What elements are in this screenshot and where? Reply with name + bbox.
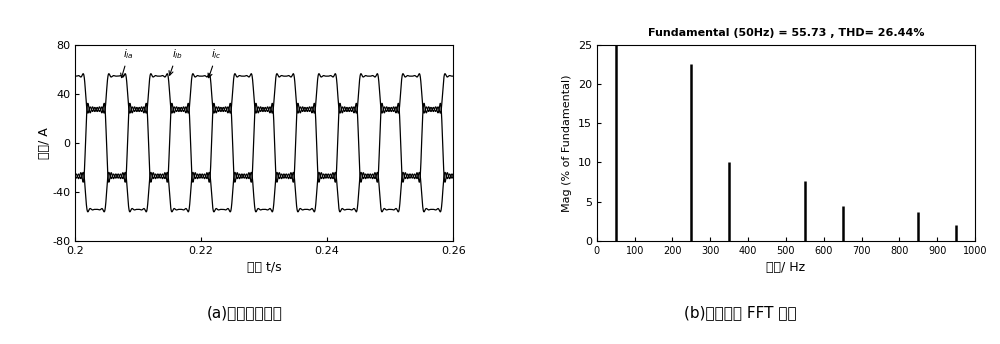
Y-axis label: 电流/ A: 电流/ A bbox=[38, 127, 51, 159]
X-axis label: 频率/ Hz: 频率/ Hz bbox=[766, 261, 805, 274]
X-axis label: 时间 t/s: 时间 t/s bbox=[247, 261, 281, 274]
Text: (a)负荷电流波形: (a)负荷电流波形 bbox=[207, 305, 283, 321]
Y-axis label: Mag (% of Fundamental): Mag (% of Fundamental) bbox=[562, 74, 572, 212]
Title: Fundamental (50Hz) = 55.73 , THD= 26.44%: Fundamental (50Hz) = 55.73 , THD= 26.44% bbox=[648, 29, 924, 39]
Text: (b)谐波含量 FFT 分析: (b)谐波含量 FFT 分析 bbox=[684, 305, 796, 321]
Text: $i_{la}$: $i_{la}$ bbox=[121, 47, 134, 78]
Text: $i_{lb}$: $i_{lb}$ bbox=[169, 47, 183, 75]
Text: $i_{lc}$: $i_{lc}$ bbox=[208, 47, 222, 78]
